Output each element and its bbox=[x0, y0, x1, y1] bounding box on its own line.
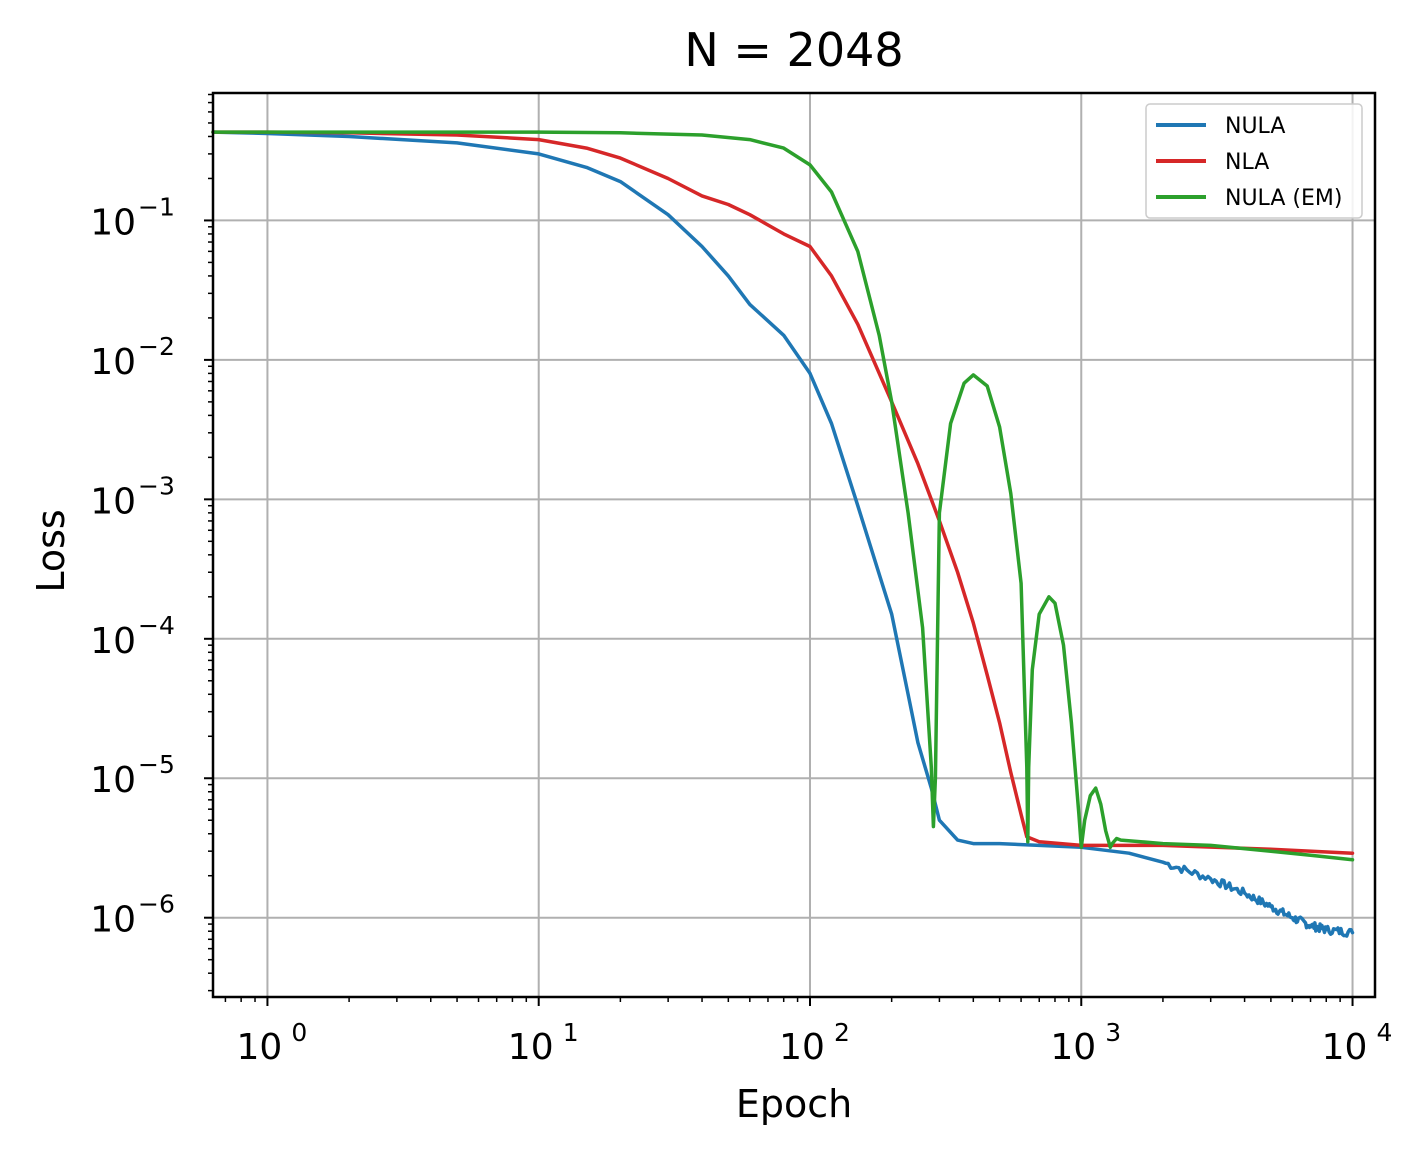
x-tick-exponent: 1 bbox=[563, 1018, 579, 1047]
x-tick-label: 10 bbox=[237, 1027, 283, 1068]
chart-title: N = 2048 bbox=[684, 23, 903, 77]
x-tick-exponent: 2 bbox=[834, 1018, 850, 1047]
series-line-nula-em bbox=[211, 130, 1355, 862]
y-tick-label: 10 bbox=[90, 481, 136, 522]
series-line-nula bbox=[211, 130, 1355, 938]
legend: NULA NLA NULA (EM) bbox=[1145, 103, 1363, 219]
y-tick-exponent: −6 bbox=[138, 890, 175, 919]
x-tick-exponent: 4 bbox=[1377, 1018, 1393, 1047]
x-axis-label: Epoch bbox=[736, 1082, 852, 1126]
legend-label-nla: NLA bbox=[1225, 150, 1269, 175]
y-tick-label: 10 bbox=[90, 202, 136, 243]
x-tick-label: 10 bbox=[1322, 1027, 1368, 1068]
y-tick-exponent: −2 bbox=[138, 332, 175, 361]
axis-ticks: 10 0 10 1 10 2 10 3 10 410 −110 −210 −310 −410 −510 −6 bbox=[90, 93, 1393, 1068]
y-tick-label: 10 bbox=[90, 342, 136, 383]
y-axis-label: Loss bbox=[29, 509, 73, 592]
x-tick-label: 10 bbox=[779, 1027, 825, 1068]
y-tick-label: 10 bbox=[90, 621, 136, 662]
legend-label-nula-em: NULA (EM) bbox=[1225, 186, 1342, 211]
series-lines bbox=[211, 130, 1355, 938]
x-tick-label: 10 bbox=[1050, 1027, 1096, 1068]
y-tick-exponent: −5 bbox=[138, 750, 175, 779]
y-tick-label: 10 bbox=[90, 900, 136, 941]
y-tick-exponent: −3 bbox=[138, 471, 175, 500]
x-tick-exponent: 3 bbox=[1105, 1018, 1121, 1047]
x-tick-exponent: 0 bbox=[291, 1018, 307, 1047]
plot-frame bbox=[211, 91, 1377, 999]
grid-lines bbox=[213, 93, 1375, 997]
legend-box bbox=[1145, 103, 1363, 219]
legend-label-nula: NULA bbox=[1225, 114, 1285, 139]
y-tick-label: 10 bbox=[90, 760, 136, 801]
y-tick-exponent: −1 bbox=[138, 192, 175, 221]
x-tick-label: 10 bbox=[508, 1027, 554, 1068]
y-tick-exponent: −4 bbox=[138, 611, 175, 640]
